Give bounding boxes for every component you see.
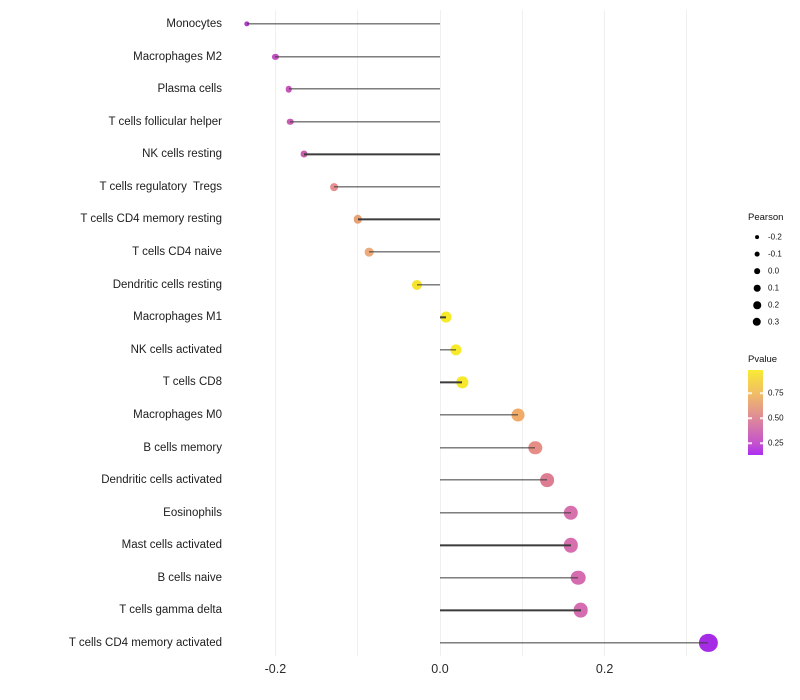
y-axis-label: T cells follicular helper: [108, 115, 222, 128]
colorbar-tick: [748, 392, 752, 394]
y-axis-label: Macrophages M2: [133, 50, 222, 63]
lollipop-point: [450, 344, 462, 356]
lollipop-stem: [440, 479, 547, 481]
lollipop-stem: [304, 153, 440, 155]
lollipop-stem: [440, 446, 536, 449]
lollipop-stem: [333, 186, 440, 188]
y-axis-label: T cells CD4 memory resting: [80, 213, 222, 226]
y-axis-label: T cells gamma delta: [119, 604, 222, 617]
y-axis-label: Eosinophils: [163, 506, 222, 519]
y-axis-label: Dendritic cells resting: [112, 278, 222, 291]
y-axis-label: B cells memory: [143, 441, 222, 454]
gridline: [439, 10, 441, 656]
gridline: [274, 10, 276, 656]
colorbar-tick: [759, 417, 763, 419]
y-axis-label: Monocytes: [166, 18, 222, 30]
gridline: [686, 10, 688, 656]
x-axis-tick-label: 0.2: [595, 662, 614, 676]
size-legend-label: -0.1: [768, 249, 782, 259]
lollipop-point: [440, 311, 452, 323]
lollipop-stem: [369, 251, 440, 253]
lollipop-point: [456, 376, 468, 389]
x-axis-tick-label: 0.0: [431, 662, 449, 676]
y-axis-label: Macrophages M0: [133, 408, 222, 421]
size-legend-dot: [752, 317, 762, 327]
y-axis-label: T cells CD4 memory activated: [68, 637, 222, 650]
lollipop-point: [573, 603, 589, 618]
lollipop-stem: [357, 218, 440, 221]
lollipop-stem: [288, 88, 440, 90]
lollipop-stem: [440, 512, 571, 514]
lollipop-point: [563, 505, 579, 520]
y-axis-label: B cells naive: [157, 571, 222, 584]
lollipop-point: [563, 538, 579, 553]
lollipop-stem: [440, 609, 581, 612]
size-legend-dot: [754, 268, 760, 274]
gridline: [604, 10, 606, 656]
size-legend-dot: [753, 301, 761, 309]
lollipop-stem: [440, 349, 456, 351]
size-legend-label: 0.0: [768, 266, 780, 276]
lollipop-point: [511, 408, 525, 422]
y-axis-label: Plasma cells: [157, 83, 222, 96]
lollipop-stem: [290, 121, 440, 123]
lollipop-stem: [440, 544, 571, 546]
y-axis-label: T cells CD8: [162, 376, 222, 389]
size-legend-label: 0.1: [768, 283, 780, 293]
colorbar-tick: [748, 442, 752, 444]
size-legend-label: 0.2: [768, 300, 780, 310]
size-legend-dot: [755, 235, 759, 239]
size-legend-dot: [754, 251, 760, 257]
y-axis-label: T cells regulatory Tregs: [99, 180, 222, 193]
lollipop-stem: [440, 642, 709, 644]
lollipop-stem: [440, 316, 446, 318]
colorbar-tick: [748, 417, 752, 419]
colorbar-tick: [759, 442, 763, 444]
color-legend-label: 0.25: [768, 438, 784, 448]
size-legend-title: Pearson: [748, 212, 784, 223]
lollipop-stem: [246, 23, 440, 25]
pvalue-colorbar: [748, 370, 763, 455]
x-axis-tick-label: -0.2: [264, 662, 287, 676]
lollipop-stem: [440, 577, 579, 579]
size-legend-dot: [753, 284, 761, 292]
gridline: [357, 10, 359, 656]
size-legend-label: 0.3: [768, 317, 780, 327]
y-axis-label: NK cells activated: [130, 343, 222, 356]
gridline: [521, 10, 523, 656]
size-legend-label: -0.2: [768, 232, 782, 242]
y-axis-label: T cells CD4 naive: [132, 246, 222, 259]
y-axis-label: Macrophages M1: [133, 311, 222, 324]
color-legend-label: 0.75: [768, 388, 784, 398]
lollipop-stem: [275, 55, 440, 58]
color-legend-label: 0.50: [768, 413, 784, 423]
lollipop-point: [528, 440, 543, 455]
lollipop-stem: [440, 381, 463, 384]
y-axis-label: NK cells resting: [142, 148, 222, 161]
lollipop-point: [570, 570, 586, 586]
lollipop-point: [540, 473, 554, 487]
color-legend-title: Pvalue: [748, 354, 778, 365]
lollipop-stem: [440, 414, 519, 416]
lollipop-point: [699, 633, 718, 653]
y-axis-label: Mast cells activated: [121, 539, 222, 552]
y-axis-label: Dendritic cells activated: [101, 474, 222, 487]
colorbar-tick: [759, 392, 763, 394]
lollipop-stem: [416, 283, 440, 286]
